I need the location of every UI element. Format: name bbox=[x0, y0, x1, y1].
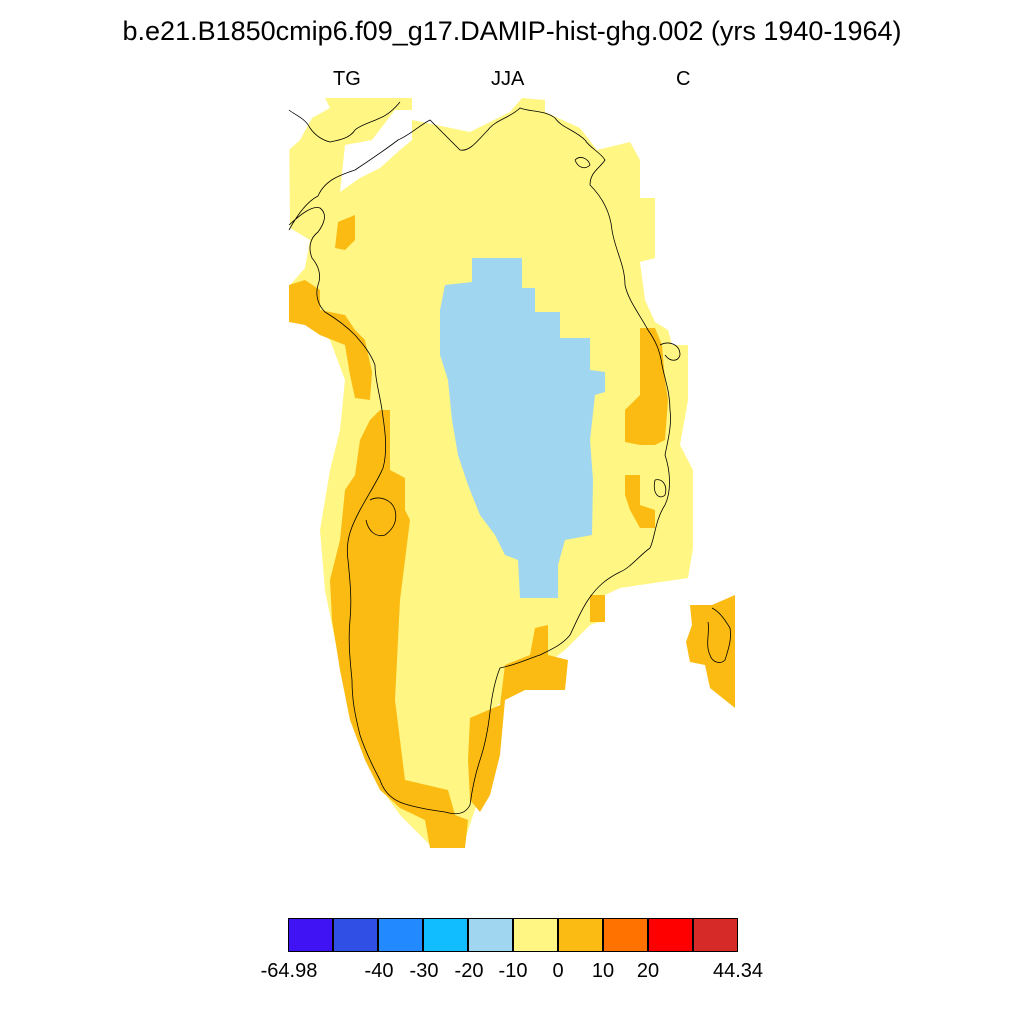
colorbar-swatch-2 bbox=[333, 918, 378, 952]
colorbar-swatch-1 bbox=[288, 918, 333, 952]
subtitle-variable: TG bbox=[333, 68, 361, 90]
map-fill-coast-south bbox=[468, 625, 568, 812]
map-gap-top bbox=[340, 110, 412, 192]
map-fill-coast-southeast bbox=[590, 595, 605, 622]
map-fill-interior bbox=[440, 258, 605, 598]
plot-title: b.e21.B1850cmip6.f09_g17.DAMIP-hist-ghg.… bbox=[122, 16, 902, 46]
colorbar-label-max: 44.34 bbox=[712, 960, 764, 982]
colorbar-swatch-4 bbox=[423, 918, 468, 952]
colorbar-swatch-9 bbox=[648, 918, 693, 952]
colorbar-label-min: -64.98 bbox=[260, 960, 318, 982]
colorbar-swatch-6 bbox=[513, 918, 558, 952]
map-fill-coast-east-lower bbox=[625, 475, 655, 528]
coastline bbox=[288, 101, 731, 815]
colorbar-label: -30 bbox=[409, 960, 439, 982]
colorbar-label: 10 bbox=[591, 960, 615, 982]
colorbar-label: -40 bbox=[364, 960, 394, 982]
colorbar-label: 20 bbox=[636, 960, 660, 982]
colorbar-swatch-5 bbox=[468, 918, 513, 952]
colorbar-label: -20 bbox=[454, 960, 484, 982]
map-fill-coast-northwest bbox=[289, 280, 372, 400]
map-gap-top-left bbox=[289, 98, 330, 150]
colorbar-label: 0 bbox=[552, 960, 564, 982]
map-fill-iceland bbox=[686, 595, 735, 708]
colorbar-swatch-7 bbox=[558, 918, 603, 952]
colorbar-label: -10 bbox=[498, 960, 528, 982]
subtitle-units: C bbox=[676, 68, 691, 90]
map-fill-coast-east bbox=[625, 328, 668, 445]
colorbar-swatch-8 bbox=[603, 918, 648, 952]
colorbar-swatch-3 bbox=[378, 918, 423, 952]
subtitle-season: JJA bbox=[491, 68, 525, 90]
map-fill-coast-northwest-small bbox=[335, 215, 355, 250]
colorbar-swatch-10 bbox=[693, 918, 738, 952]
map-fill-coast-west bbox=[330, 410, 468, 848]
